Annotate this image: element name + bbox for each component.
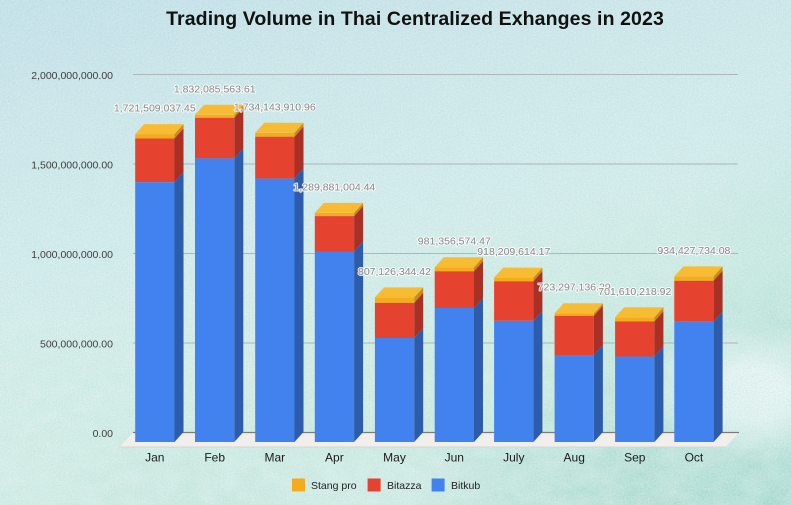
svg-text:May: May <box>383 451 406 465</box>
svg-text:Bitkub: Bitkub <box>451 480 480 492</box>
svg-text:701,610,218.92: 701,610,218.92 <box>598 286 671 298</box>
svg-text:981,356,574.47: 981,356,574.47 <box>418 236 491 248</box>
svg-text:0.00: 0.00 <box>93 428 114 440</box>
svg-text:918,209,614.17: 918,209,614.17 <box>477 246 550 258</box>
svg-text:1,734,143,910.96: 1,734,143,910.96 <box>234 101 316 113</box>
svg-text:1,734,143,910.96: 1,734,143,910.96 <box>234 101 316 113</box>
svg-text:Jun: Jun <box>445 451 464 465</box>
svg-text:1,721,509,037.45: 1,721,509,037.45 <box>114 103 196 115</box>
svg-text:Trading Volume in Thai Central: Trading Volume in Thai Centralized Exhan… <box>166 8 664 30</box>
svg-text:Sep: Sep <box>624 451 646 465</box>
svg-text:1,000,000,000.00: 1,000,000,000.00 <box>31 249 113 261</box>
svg-text:723,297,136.29: 723,297,136.29 <box>538 282 611 294</box>
svg-text:807,126,344.42: 807,126,344.42 <box>358 266 431 278</box>
svg-text:918,209,614.17: 918,209,614.17 <box>477 246 550 258</box>
svg-text:Oct: Oct <box>685 451 704 465</box>
svg-text:Stang pro: Stang pro <box>311 480 357 492</box>
svg-text:1,832,085,563.61: 1,832,085,563.61 <box>174 83 256 95</box>
svg-text:981,356,574.47: 981,356,574.47 <box>418 236 491 248</box>
svg-text:1,721,509,037.45: 1,721,509,037.45 <box>114 103 196 115</box>
svg-text:1,500,000,000.00: 1,500,000,000.00 <box>31 159 113 171</box>
svg-text:701,610,218.92: 701,610,218.92 <box>598 286 671 298</box>
svg-text:1,289,881,004.44: 1,289,881,004.44 <box>294 181 376 193</box>
svg-text:Feb: Feb <box>204 451 225 465</box>
svg-text:934,427,734.08: 934,427,734.08 <box>657 245 730 257</box>
svg-text:2,000,000,000.00: 2,000,000,000.00 <box>31 70 113 82</box>
svg-text:807,126,344.42: 807,126,344.42 <box>358 266 431 278</box>
svg-text:934,427,734.08: 934,427,734.08 <box>657 245 730 257</box>
svg-text:Apr: Apr <box>325 451 344 465</box>
svg-text:500,000,000.00: 500,000,000.00 <box>40 338 113 350</box>
svg-text:Jan: Jan <box>145 451 164 465</box>
svg-text:Aug: Aug <box>564 451 585 465</box>
svg-text:1,832,085,563.61: 1,832,085,563.61 <box>174 83 256 95</box>
svg-text:723,297,136.29: 723,297,136.29 <box>538 282 611 294</box>
svg-text:1,289,881,004.44: 1,289,881,004.44 <box>294 181 376 193</box>
svg-text:Bitazza: Bitazza <box>387 480 422 492</box>
svg-text:Mar: Mar <box>264 451 285 465</box>
svg-text:July: July <box>503 451 524 465</box>
